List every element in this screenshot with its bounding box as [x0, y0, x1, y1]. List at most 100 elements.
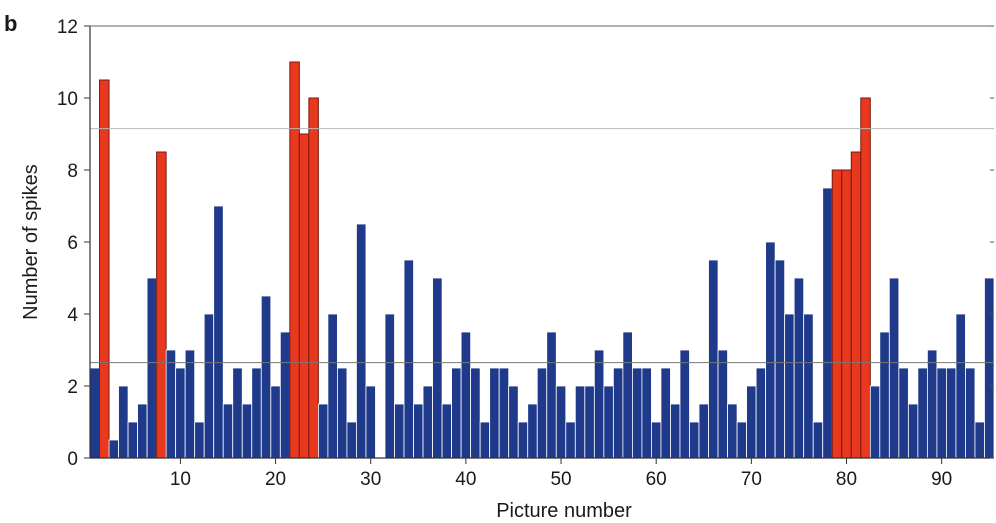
bar: [165, 349, 177, 459]
bar-highlighted: [298, 133, 310, 459]
bar: [736, 421, 747, 459]
bar: [746, 385, 757, 459]
bar: [917, 367, 928, 459]
bar: [793, 277, 805, 459]
x-tick-label: 40: [455, 469, 476, 490]
panel-label: b: [4, 11, 17, 36]
bar: [403, 259, 414, 459]
bar: [698, 403, 709, 459]
bar: [812, 421, 824, 459]
bar: [555, 385, 567, 459]
bar: [184, 349, 196, 459]
bar: [175, 367, 186, 459]
bar: [574, 385, 586, 459]
bar: [270, 385, 281, 459]
y-tick-label: 4: [67, 305, 78, 326]
y-tick-label: 10: [57, 89, 78, 110]
bar: [508, 385, 519, 459]
bar-highlighted: [860, 97, 871, 459]
bar-highlighted: [841, 169, 852, 459]
bar: [194, 421, 205, 459]
y-tick-label: 12: [57, 17, 78, 38]
bar: [327, 313, 338, 459]
bar: [89, 367, 100, 459]
bar: [213, 205, 224, 459]
bar: [888, 277, 900, 459]
bar-highlighted: [99, 79, 110, 459]
bar: [337, 367, 348, 459]
bar: [965, 367, 976, 459]
bar: [603, 385, 614, 459]
bar: [898, 367, 909, 459]
bar: [527, 403, 538, 459]
bar: [222, 403, 234, 459]
bar: [955, 313, 966, 459]
bar: [660, 367, 671, 459]
bar: [384, 313, 395, 459]
bar: [869, 385, 881, 459]
ticks: 0 2 4 6 8 10 12 10 20 30 40 50 60 70 80 90: [57, 17, 994, 490]
bar: [651, 421, 662, 459]
bar: [936, 367, 947, 459]
bar: [118, 385, 129, 459]
bar: [784, 313, 795, 459]
bar: [241, 403, 253, 459]
reference-lines: [90, 128, 994, 364]
bar: [946, 367, 957, 459]
bar: [127, 421, 138, 459]
x-tick-label: 30: [360, 469, 381, 490]
bar: [879, 331, 890, 459]
bar: [470, 367, 481, 459]
bar: [441, 403, 452, 459]
y-tick-label: 8: [67, 161, 78, 182]
bar: [460, 331, 472, 459]
bar: [584, 385, 595, 459]
bar: [536, 367, 548, 459]
x-axis-title: Picture number: [496, 500, 632, 522]
bar: [546, 331, 557, 459]
y-tick-label: 6: [67, 233, 78, 254]
x-tick-label: 10: [170, 469, 191, 490]
bar: [907, 403, 919, 459]
bar: [317, 403, 329, 459]
x-tick-label: 90: [931, 469, 952, 490]
bar: [346, 421, 357, 459]
bar: [632, 367, 643, 459]
bar: [622, 331, 633, 459]
bar: [727, 403, 738, 459]
bars-group: [89, 61, 995, 459]
bar: [413, 403, 424, 459]
bar: [612, 367, 624, 459]
bar: [679, 349, 690, 459]
bar: [974, 421, 985, 459]
bar: [926, 349, 938, 459]
y-tick-label: 2: [67, 377, 78, 398]
x-tick-label: 70: [741, 469, 762, 490]
bar: [137, 403, 148, 459]
x-tick-label: 50: [550, 469, 571, 490]
x-tick-label: 80: [836, 469, 857, 490]
bar-highlighted: [156, 151, 167, 459]
bar: [451, 367, 462, 459]
bar: [774, 259, 786, 459]
y-axis-title: Number of spikes: [20, 164, 42, 320]
bar: [279, 331, 291, 459]
bar: [755, 367, 767, 459]
bar: [432, 277, 443, 459]
bar-highlighted: [289, 61, 300, 459]
bar: [479, 421, 491, 459]
bar: [765, 241, 776, 459]
bar: [203, 313, 215, 459]
bar: [498, 367, 510, 459]
bar: [822, 187, 833, 459]
bar: [717, 349, 728, 459]
bar: [489, 367, 500, 459]
bar: [593, 349, 605, 459]
x-tick-label: 60: [646, 469, 667, 490]
bar: [565, 421, 576, 459]
bar: [689, 421, 700, 459]
bar: [251, 367, 262, 459]
bar: [365, 385, 376, 459]
bar: [517, 421, 529, 459]
